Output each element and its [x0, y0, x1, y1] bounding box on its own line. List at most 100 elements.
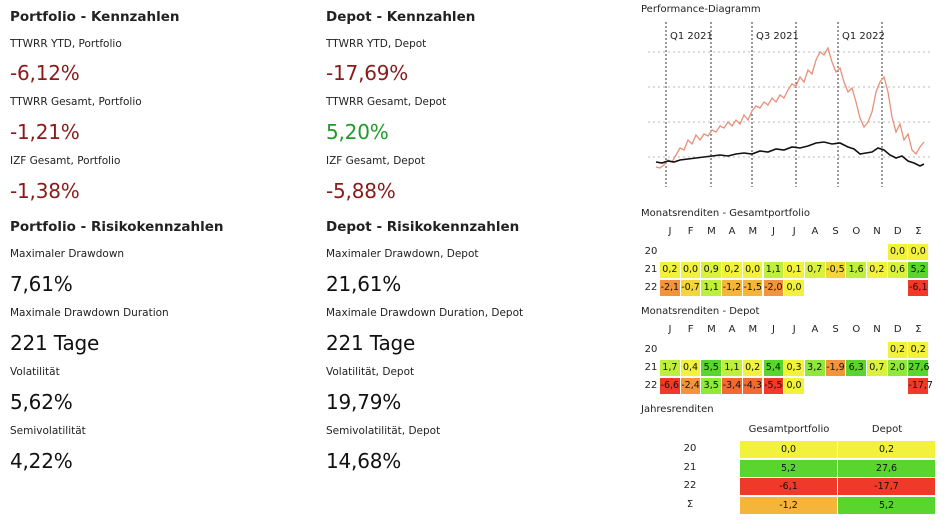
return-cell: -1,2: [722, 280, 742, 296]
year-label: 21: [644, 264, 658, 275]
risk-value: 19,79%: [326, 390, 402, 414]
kpi-label: TTWRR Gesamt, Portfolio: [10, 96, 142, 108]
return-cell: 0,0: [887, 244, 908, 260]
quarter-label: Q1 2021: [670, 31, 713, 42]
kpi-label: IZF Gesamt, Portfolio: [10, 155, 121, 167]
risk-label: Volatilität, Depot: [326, 366, 415, 378]
month-header: Σ: [915, 324, 922, 335]
kpi-label: IZF Gesamt, Depot: [326, 155, 425, 167]
risk-label: Maximaler Drawdown: [10, 248, 125, 260]
return-cell: -6,1: [908, 280, 929, 296]
portfolio-line: [655, 141, 925, 167]
month-header: S: [832, 324, 839, 335]
monthly-depot-title: Monatsrenditen - Depot: [641, 306, 760, 317]
quarter-markers: [665, 22, 883, 187]
return-cell: -17,7: [908, 378, 933, 394]
return-cell: -3,4: [722, 378, 742, 394]
return-cell: 1,7: [660, 360, 680, 376]
return-cell: 0,0: [742, 262, 763, 278]
yearly-depot-cell: -17,7: [838, 478, 935, 495]
return-cell: 0,0: [680, 262, 701, 278]
risk-label: Maximale Drawdown Duration: [10, 307, 169, 319]
yearly-title: Jahresrenditen: [641, 404, 714, 415]
return-cell: 0,2: [660, 262, 680, 278]
risk-value: 21,61%: [326, 272, 402, 296]
return-cell: -6,6: [660, 378, 680, 394]
return-cell: 5,2: [908, 262, 929, 278]
risk-label: Maximale Drawdown Duration, Depot: [326, 307, 524, 319]
return-cell: 5,5: [701, 360, 722, 376]
yearly-portfolio-cell: 0,0: [740, 441, 837, 458]
return-cell: 6,3: [846, 360, 866, 376]
return-cell: -2,4: [680, 378, 701, 394]
return-cell: -0,5: [825, 262, 846, 278]
return-cell: 5,4: [763, 360, 784, 376]
return-cell: 0,2: [867, 262, 887, 278]
return-cell: -4,3: [742, 378, 763, 394]
month-header: M: [707, 324, 716, 335]
return-cell: 1,1: [701, 280, 722, 296]
risk-value: 7,61%: [10, 272, 73, 296]
monthly-portfolio-title: Monatsrenditen - Gesamtportfolio: [641, 208, 810, 219]
return-cell: 0,0: [784, 378, 804, 394]
risk-label: Maximaler Drawdown, Depot: [326, 248, 479, 260]
kpi-label: TTWRR YTD, Depot: [326, 38, 427, 50]
month-header: A: [728, 324, 736, 335]
risk-label: Semivolatilität: [10, 425, 86, 437]
return-cell: 27,6: [908, 360, 930, 376]
risk-value: 221 Tage: [326, 331, 416, 355]
yearly-col-depot: Depot: [871, 424, 903, 435]
yearly-portfolio-cell: 5,2: [740, 459, 837, 477]
return-cell: 0,6: [887, 262, 908, 278]
month-header: M: [748, 226, 758, 237]
return-cell: 0,7: [867, 360, 887, 376]
month-header: J: [772, 226, 775, 237]
return-cell: -1,5: [742, 280, 763, 296]
return-cell: 3,2: [804, 360, 825, 376]
return-cell: -2,0: [763, 280, 784, 296]
month-header: F: [687, 324, 694, 335]
kpi-label: TTWRR YTD, Portfolio: [10, 38, 122, 50]
risk-value: 221 Tage: [10, 331, 100, 355]
depot-kpi-title: Depot - Kennzahlen: [326, 9, 476, 25]
yearly-portfolio-cell: -1,2: [740, 496, 837, 514]
month-header: D: [893, 226, 902, 237]
month-header: O: [852, 226, 861, 237]
kpi-value: -1,21%: [10, 120, 80, 144]
yearly-col-portfolio: Gesamtportfolio: [748, 424, 830, 435]
portfolio-kpi-title: Portfolio - Kennzahlen: [10, 9, 180, 25]
year-label: 20: [644, 246, 658, 257]
return-cell: 0,4: [680, 360, 701, 376]
month-header: N: [873, 226, 881, 237]
kpi-value: -6,12%: [10, 61, 80, 85]
kpi-value: -17,69%: [326, 61, 409, 85]
yearly-depot-cell: 5,2: [838, 496, 935, 514]
return-cell: 0,7: [804, 262, 825, 278]
return-cell: 0,2: [887, 342, 908, 358]
month-header: A: [811, 324, 819, 335]
year-label: 21: [683, 461, 697, 473]
risk-value: 14,68%: [326, 449, 402, 473]
month-header: J: [772, 324, 775, 335]
kpi-label: TTWRR Gesamt, Depot: [326, 96, 447, 108]
return-cell: 0,3: [784, 360, 804, 376]
month-header: J: [792, 324, 796, 335]
month-header: O: [852, 324, 861, 335]
month-header: M: [707, 226, 716, 237]
month-header: M: [748, 324, 758, 335]
return-cell: 0,9: [701, 262, 722, 278]
kpi-value: 5,20%: [326, 120, 389, 144]
year-label: 21: [644, 362, 658, 373]
kpi-value: -5,88%: [326, 179, 396, 203]
year-label: 20: [644, 344, 658, 355]
portfolio-risk-title: Portfolio - Risikokennzahlen: [10, 219, 224, 235]
yearly-portfolio-cell: -6,1: [740, 478, 837, 495]
return-cell: 2,0: [887, 360, 908, 376]
kpi-value: -1,38%: [10, 179, 80, 203]
risk-value: 4,22%: [10, 449, 73, 473]
return-cell: 0,0: [784, 280, 804, 296]
month-header: A: [728, 226, 736, 237]
performance-chart: Q1 2021 Q3 2021 Q1 2022: [648, 22, 933, 187]
month-header: N: [873, 324, 881, 335]
quarter-label: Q3 2021: [756, 31, 799, 42]
